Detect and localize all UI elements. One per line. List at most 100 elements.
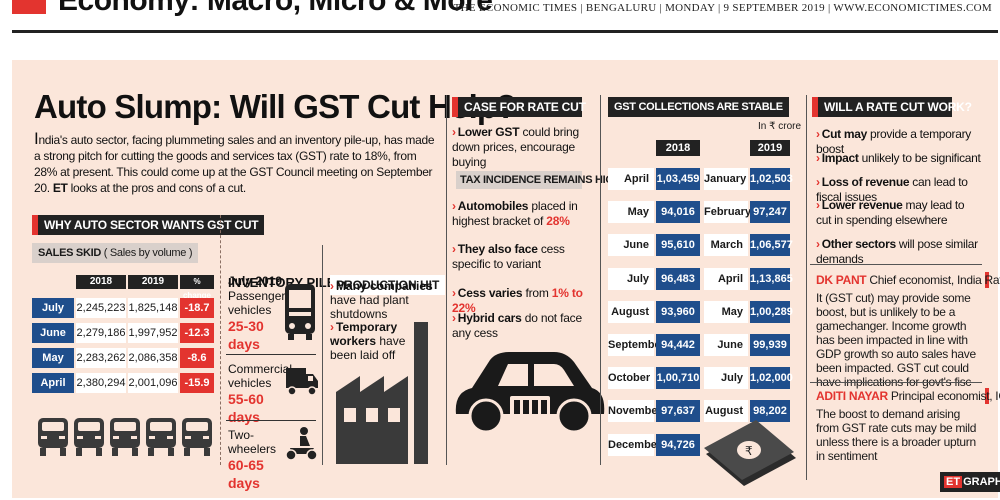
gst-2019-value: 1,00,289 (750, 300, 793, 323)
gst-2018-value: 94,016 (656, 201, 700, 224)
skid-month: April (32, 373, 74, 393)
inventory-passenger: July 2019 Passenger vehicles 25-30 days (228, 274, 298, 353)
case-for-item: › Lower GST could bring down prices, enco… (452, 125, 579, 169)
masthead-rule (12, 30, 998, 33)
tax-item-1-bold: Automobiles (457, 199, 529, 213)
gst-2019-value: 1,02,000 (750, 367, 793, 390)
skid-value-2018: 2,283,262 (76, 348, 126, 368)
rate-item-1-bold: Cut may (821, 127, 868, 141)
gst-2019-month: January (704, 168, 748, 190)
gst-2018-month: August (608, 300, 654, 323)
sales-skid-sub: ( Sales by volume ) (101, 247, 193, 259)
intro-paragraph: India's auto sector, facing plummeting s… (34, 130, 438, 196)
skid-month: June (32, 323, 74, 343)
inventory-twowheeler-type: Two-wheelers (228, 428, 277, 456)
gst-2018-value: 94,442 (656, 334, 700, 356)
rate-item-4: › Lower revenue may lead to cut in spendi… (816, 198, 965, 227)
quote-1-head: DK PANT Chief economist, India Ratings (816, 273, 1000, 288)
headline: Auto Slump: Will GST Cut Help? (34, 88, 516, 125)
gst-2018-month: July (608, 267, 654, 290)
inventory-commercial: Commercial vehicles 55-60 days (228, 362, 298, 426)
rate-item-4-rest: may lead to cut in spending elsewhere (816, 198, 965, 227)
tax-item-3-bold: Cess varies (457, 286, 523, 300)
production-item-2-bold: Temporary workers (330, 320, 398, 348)
production-item-2: › Temporary workers have been laid off (330, 320, 406, 362)
production-item-1-rest: have had plant shutdowns (330, 293, 409, 321)
skid-change: -18.7 (180, 298, 214, 318)
gst-unit: In ₹ crore (758, 121, 802, 132)
skid-value-2018: 2,380,294 (76, 373, 126, 393)
skid-value-2018: 2,279,186 (76, 323, 126, 343)
tax-item-1-rest: placed in highest bracket of (452, 199, 578, 228)
gst-2018-month: May (608, 201, 654, 224)
rate-item-4-bold: Lower revenue (821, 198, 903, 212)
skid-value-2019: 1,825,148 (128, 298, 178, 318)
skid-header-2018: 2018 (76, 275, 126, 289)
tax-item-1-red: 28% (546, 214, 570, 228)
rate-item-1-rest: provide a temporary boost (816, 127, 972, 156)
masthead-title: Economy: Macro, Micro & More (58, 0, 493, 17)
et-graphics-credit: ETGRAPHICS (940, 472, 1000, 492)
skid-header-2019: 2019 (128, 275, 178, 289)
gst-2019-value: 1,02,503 (750, 168, 793, 190)
quote-2-name: ADITI NAYAR (816, 389, 888, 403)
gst-2019-month: August (704, 400, 748, 423)
skid-change: -12.3 (180, 323, 214, 343)
tax-item-4-bold: Hybrid cars (457, 311, 522, 325)
production-item-1: › Many companies have had plant shutdowns (330, 279, 433, 321)
gst-title: GST COLLECTIONS ARE STABLE (608, 97, 789, 117)
gst-2019-value: 1,13,865 (750, 267, 793, 290)
rate-item-5: › Other sectors will pose similar demands (816, 237, 978, 266)
quote-2-text: The boost to demand arising from GST rat… (816, 407, 977, 463)
gst-2018-month: June (608, 234, 654, 257)
rate-item-3: › Loss of revenue can lead to fiscal issu… (816, 175, 968, 204)
intro-tail: looks at the pros and cons of a cut. (67, 181, 247, 195)
inventory-passenger-days: 25-30 days (228, 318, 264, 352)
gst-header-2019: 2019 (750, 140, 790, 156)
rate-cut-title: WILL A RATE CUT WORK? (812, 97, 972, 117)
quote-rule-1 (810, 264, 982, 265)
factory-icon (336, 322, 428, 464)
scooter-rider-icon (285, 427, 318, 461)
skid-value-2019: 2,001,096 (128, 373, 178, 393)
tax-item-2-rest: cess specific to variant (452, 242, 565, 271)
gst-2018-value: 96,483 (656, 267, 700, 290)
gst-2018-month: April (608, 168, 654, 190)
tax-item-4: › Hybrid cars do not face any cess (452, 311, 582, 340)
inventory-commercial-days: 55-60 days (228, 391, 264, 425)
divider-dashed-1 (220, 215, 221, 465)
rate-item-2-rest: unlikely to be significant (858, 151, 981, 165)
skid-change: -8.6 (180, 348, 214, 368)
inventory-commercial-type: Commercial vehicles (228, 362, 293, 390)
inventory-separator-1 (226, 354, 316, 355)
skid-change: -15.9 (180, 373, 214, 393)
tax-item-3-rest: from (522, 286, 552, 300)
masthead-red-block (12, 0, 46, 14)
divider-inventory-production (322, 245, 323, 465)
skid-value-2019: 2,086,358 (128, 348, 178, 368)
inventory-passenger-type: Passenger vehicles (228, 289, 286, 317)
divider-gst (600, 95, 601, 465)
credit-et: ET (944, 476, 963, 488)
gst-2019-month: June (704, 334, 748, 356)
quote-2-head: ADITI NAYAR Principal economist, ICRA (816, 389, 1000, 404)
inventory-twowheeler-days: 60-65 days (228, 457, 264, 491)
production-item-2-rest: have been laid off (330, 334, 406, 362)
masthead: Economy: Macro, Micro & More THE ECONOMI… (0, 0, 1000, 36)
rate-item-3-bold: Loss of revenue (821, 175, 910, 189)
intro-text: ndia's auto sector, facing plummeting sa… (34, 133, 435, 195)
tax-item-3-red: 1% to 22% (452, 286, 583, 315)
tax-item-2: › They also face cess specific to variant (452, 242, 565, 271)
gst-2018-month: October (608, 367, 654, 390)
case-for-item-rest: could bring down prices, encourage buyin… (452, 125, 579, 169)
gst-2018-value: 94,726 (656, 433, 700, 456)
production-item-1-bold: Many companies (336, 279, 433, 293)
rate-item-3-rest: can lead to fiscal issues (816, 175, 968, 204)
case-for-title: CASE FOR RATE CUT (452, 97, 586, 117)
gst-2018-value: 97,637 (656, 400, 700, 423)
sales-skid-title: SALES SKID (38, 247, 102, 259)
gst-2018-value: 1,03,459 (656, 168, 700, 190)
rate-item-1: › Cut may provide a temporary boost (816, 127, 972, 156)
rate-item-5-rest: will pose similar demands (816, 237, 978, 266)
gst-2019-month: April (704, 267, 748, 290)
